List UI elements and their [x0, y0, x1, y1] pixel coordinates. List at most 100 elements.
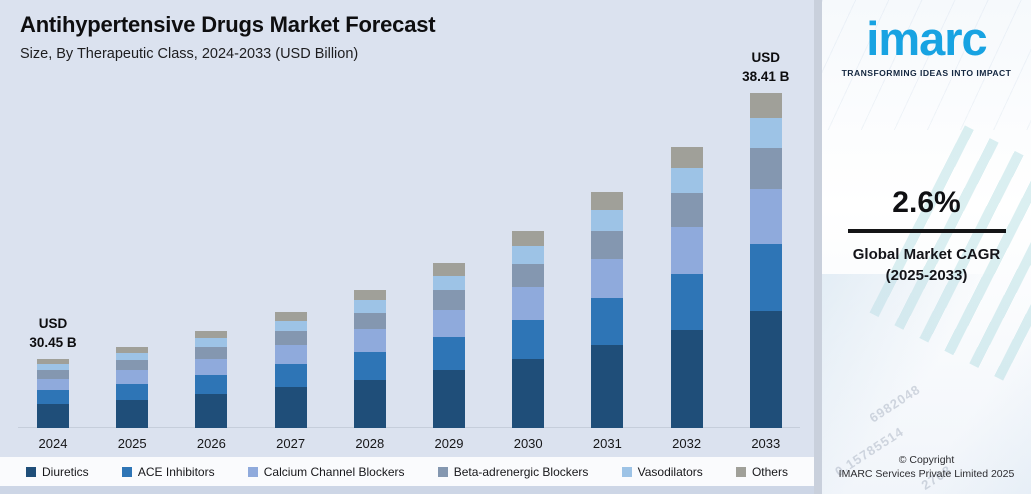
bar-segment-2024 [37, 403, 69, 428]
bar-2026 [195, 331, 228, 428]
x-tick-label: 2031 [592, 436, 622, 451]
legend-item: ACE Inhibitors [121, 465, 215, 479]
bar-2028 [353, 290, 386, 428]
bar-segment-2030 [512, 287, 545, 320]
bar-2025 [116, 347, 149, 428]
bar-segment-2026 [195, 394, 228, 428]
bar-segment-2031 [591, 298, 624, 346]
bar-segment-2026 [195, 358, 228, 375]
legend-label: Calcium Channel Blockers [263, 464, 405, 479]
bar-segment-2033 [749, 243, 782, 311]
x-axis-line [18, 427, 800, 428]
bar-segment-2027 [274, 364, 307, 388]
bar-segment-2030 [512, 231, 545, 246]
x-tick-label: 2028 [355, 436, 385, 451]
page-title: Antihypertensive Drugs Market Forecast [20, 12, 436, 37]
bar-segment-2024 [37, 364, 69, 371]
legend-swatch-icon [247, 466, 258, 477]
bar-segment-2028 [353, 329, 386, 353]
legend-swatch-icon [26, 466, 36, 477]
bar-segment-2029 [433, 275, 465, 291]
bar-segment-2027 [274, 387, 307, 428]
bar-segment-2031 [591, 192, 624, 210]
imarc-logo-tagline: TRANSFORMING IDEAS INTO IMPACT [841, 67, 1012, 78]
bar-segment-2032 [670, 273, 703, 330]
bar-2027 [274, 312, 307, 428]
bar-segment-2031 [591, 231, 624, 260]
bar-segment-2024 [37, 370, 69, 379]
bar-2033 [749, 93, 782, 428]
bar-segment-2029 [433, 370, 465, 428]
bar-segment-2033 [749, 310, 782, 428]
cagr-divider-rule [847, 229, 1006, 233]
bar-segment-2033 [749, 93, 782, 119]
bar-segment-2026 [195, 338, 228, 348]
bar-segment-2027 [274, 312, 307, 321]
bar-segment-2025 [116, 353, 149, 361]
bar-segment-2033 [749, 118, 782, 149]
legend-label: Diuretics [42, 464, 89, 479]
bar-segment-2026 [195, 347, 228, 359]
legend-label: Others [751, 464, 788, 479]
brand-panel: 6982048 0.15785514 2768 imarc TRANSFORMI… [822, 0, 1031, 494]
legend-label: Vasodilators [637, 464, 703, 479]
legend-label: Beta-adrenergic Blockers [453, 464, 589, 479]
bar-segment-2028 [353, 312, 386, 330]
cagr-period: (2025-2033) [885, 267, 968, 284]
bar-segment-2027 [274, 345, 307, 365]
imarc-logo-wordmark: imarc [866, 12, 987, 65]
bar-segment-2025 [116, 399, 149, 428]
x-tick-label: 2027 [276, 436, 306, 451]
legend-item: Diuretics [26, 465, 89, 479]
value-label-2033: USD 38.41 B [742, 50, 790, 84]
bar-2031 [591, 192, 624, 428]
bar-segment-2027 [274, 320, 307, 332]
legend-item: Calcium Channel Blockers [247, 464, 405, 479]
bar-segment-2031 [591, 345, 624, 428]
bar-segment-2030 [512, 319, 545, 360]
bar-2029 [433, 263, 465, 428]
value-label-2024: USD 30.45 B [29, 316, 77, 350]
legend-swatch-icon [437, 466, 448, 477]
bar-segment-2026 [195, 331, 228, 339]
bar-segment-2025 [116, 370, 149, 384]
bar-segment-2031 [591, 259, 624, 299]
bar-segment-2032 [670, 329, 703, 428]
legend-item: Others [735, 464, 788, 479]
copyright-symbol-line: © Copyright [898, 454, 955, 466]
panel-divider [814, 0, 822, 494]
bar-segment-2028 [353, 352, 386, 380]
cagr-callout: 2.6% Global Market CAGR (2025-2033) [822, 186, 1031, 286]
bar-segment-2024 [37, 378, 69, 391]
bar-segment-2024 [37, 390, 69, 404]
cagr-value: 2.6% [892, 186, 961, 219]
bar-segment-2025 [116, 360, 149, 371]
watermark-number: 6982048 [866, 381, 924, 426]
bar-segment-2030 [512, 359, 545, 428]
x-tick-label: 2026 [196, 436, 226, 451]
footer-strip [0, 486, 814, 494]
x-tick-label: 2029 [434, 436, 464, 451]
bar-2024 [37, 359, 69, 428]
bar-segment-2029 [433, 310, 465, 338]
bar-segment-2031 [591, 209, 624, 232]
copyright-company-line: IMARC Services Private Limited 2025 [838, 468, 1015, 480]
x-tick-label: 2030 [513, 436, 543, 451]
x-tick-label: 2033 [751, 436, 781, 451]
bar-segment-2029 [433, 263, 465, 276]
bar-segment-2028 [353, 379, 386, 428]
bar-segment-2027 [274, 331, 307, 346]
imarc-logo: imarc TRANSFORMING IDEAS INTO IMPACT [822, 6, 1031, 78]
bar-segment-2028 [353, 290, 386, 301]
bar-segment-2032 [670, 147, 703, 169]
bar-segment-2026 [195, 374, 228, 395]
bar-2032 [670, 147, 703, 428]
bar-segment-2032 [670, 193, 703, 228]
bar-segment-2029 [433, 337, 465, 371]
x-tick-label: 2032 [672, 436, 702, 451]
bar-segment-2028 [353, 300, 386, 313]
x-tick-label: 2025 [117, 436, 147, 451]
bar-segment-2033 [749, 148, 782, 189]
bar-segment-2032 [670, 227, 703, 274]
bar-segment-2029 [433, 290, 465, 311]
